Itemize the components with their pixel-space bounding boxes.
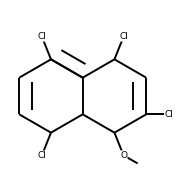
Text: O: O	[120, 151, 127, 160]
Text: Cl: Cl	[37, 151, 46, 160]
Text: Cl: Cl	[164, 110, 173, 119]
Text: Cl: Cl	[119, 32, 128, 41]
Text: Cl: Cl	[37, 32, 46, 41]
